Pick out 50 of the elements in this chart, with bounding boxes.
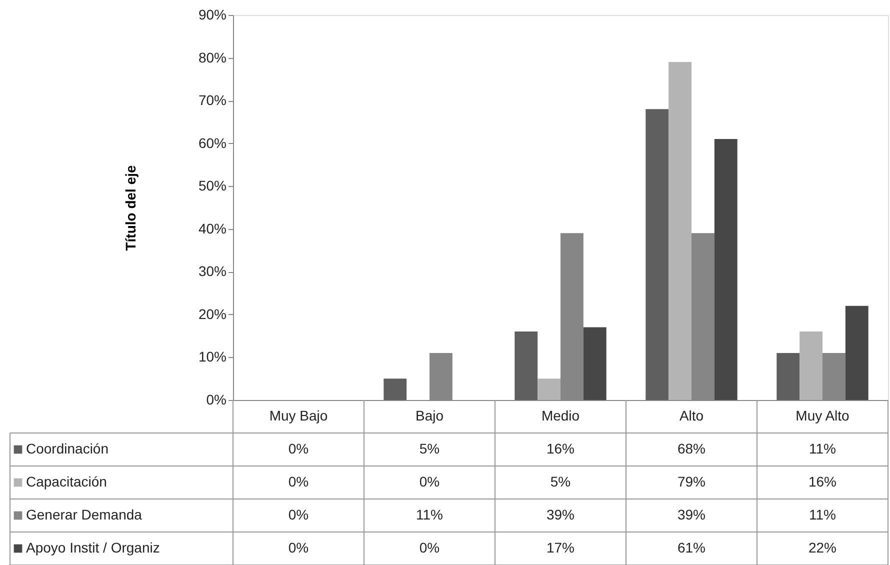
x-tick-label: Muy Alto [796,408,850,424]
data-label: 11% [809,506,836,522]
y-tick-label: 40% [198,220,226,236]
bar [845,306,868,400]
bar [583,327,606,400]
data-label: 0% [288,540,309,556]
data-label: 79% [677,474,706,490]
y-tick-label: 80% [198,49,226,66]
y-tick-label: 0% [206,392,226,408]
y-axis-title: Título del eje [122,165,138,251]
data-label: 16% [808,474,837,490]
data-label: 0% [419,540,440,556]
data-label: 5% [419,440,440,456]
legend-label: Coordinación [26,440,108,456]
data-label: 5% [550,474,571,490]
x-tick-label: Alto [679,408,704,424]
legend-label: Capacitación [26,474,107,490]
y-tick-label: 70% [198,92,226,108]
y-tick-label: 50% [198,178,226,194]
data-label: 39% [677,506,706,522]
data-label: 0% [288,440,309,456]
data-label: 0% [288,474,309,490]
x-tick-label: Bajo [415,408,444,424]
y-tick-label: 30% [198,263,226,280]
data-label: 11% [809,440,836,456]
bar [646,109,669,400]
data-label: 0% [288,506,309,522]
bar [800,332,822,400]
y-tick-label: 10% [198,348,226,365]
legend-label: Apoyo Instit / Organiz [26,540,160,556]
bar [514,332,538,400]
bar [714,139,738,400]
data-label: 39% [546,506,575,522]
x-tick-label: Medio [541,408,580,424]
legend-label: Generar Demanda [26,506,142,522]
bar [538,378,560,400]
y-tick-label: 90% [198,6,226,22]
data-label: 22% [808,540,837,556]
data-label: 17% [546,540,575,556]
bar [776,352,800,400]
data-label: 11% [416,506,443,522]
bar [668,62,692,400]
bar [384,378,407,400]
data-label: 16% [546,440,575,456]
data-label: 0% [419,474,440,490]
data-label: 61% [677,540,706,556]
data-label: 68% [677,440,706,456]
x-tick-label: Muy Bajo [269,408,328,424]
y-tick-label: 60% [198,134,226,151]
y-tick-label: 20% [198,306,226,322]
